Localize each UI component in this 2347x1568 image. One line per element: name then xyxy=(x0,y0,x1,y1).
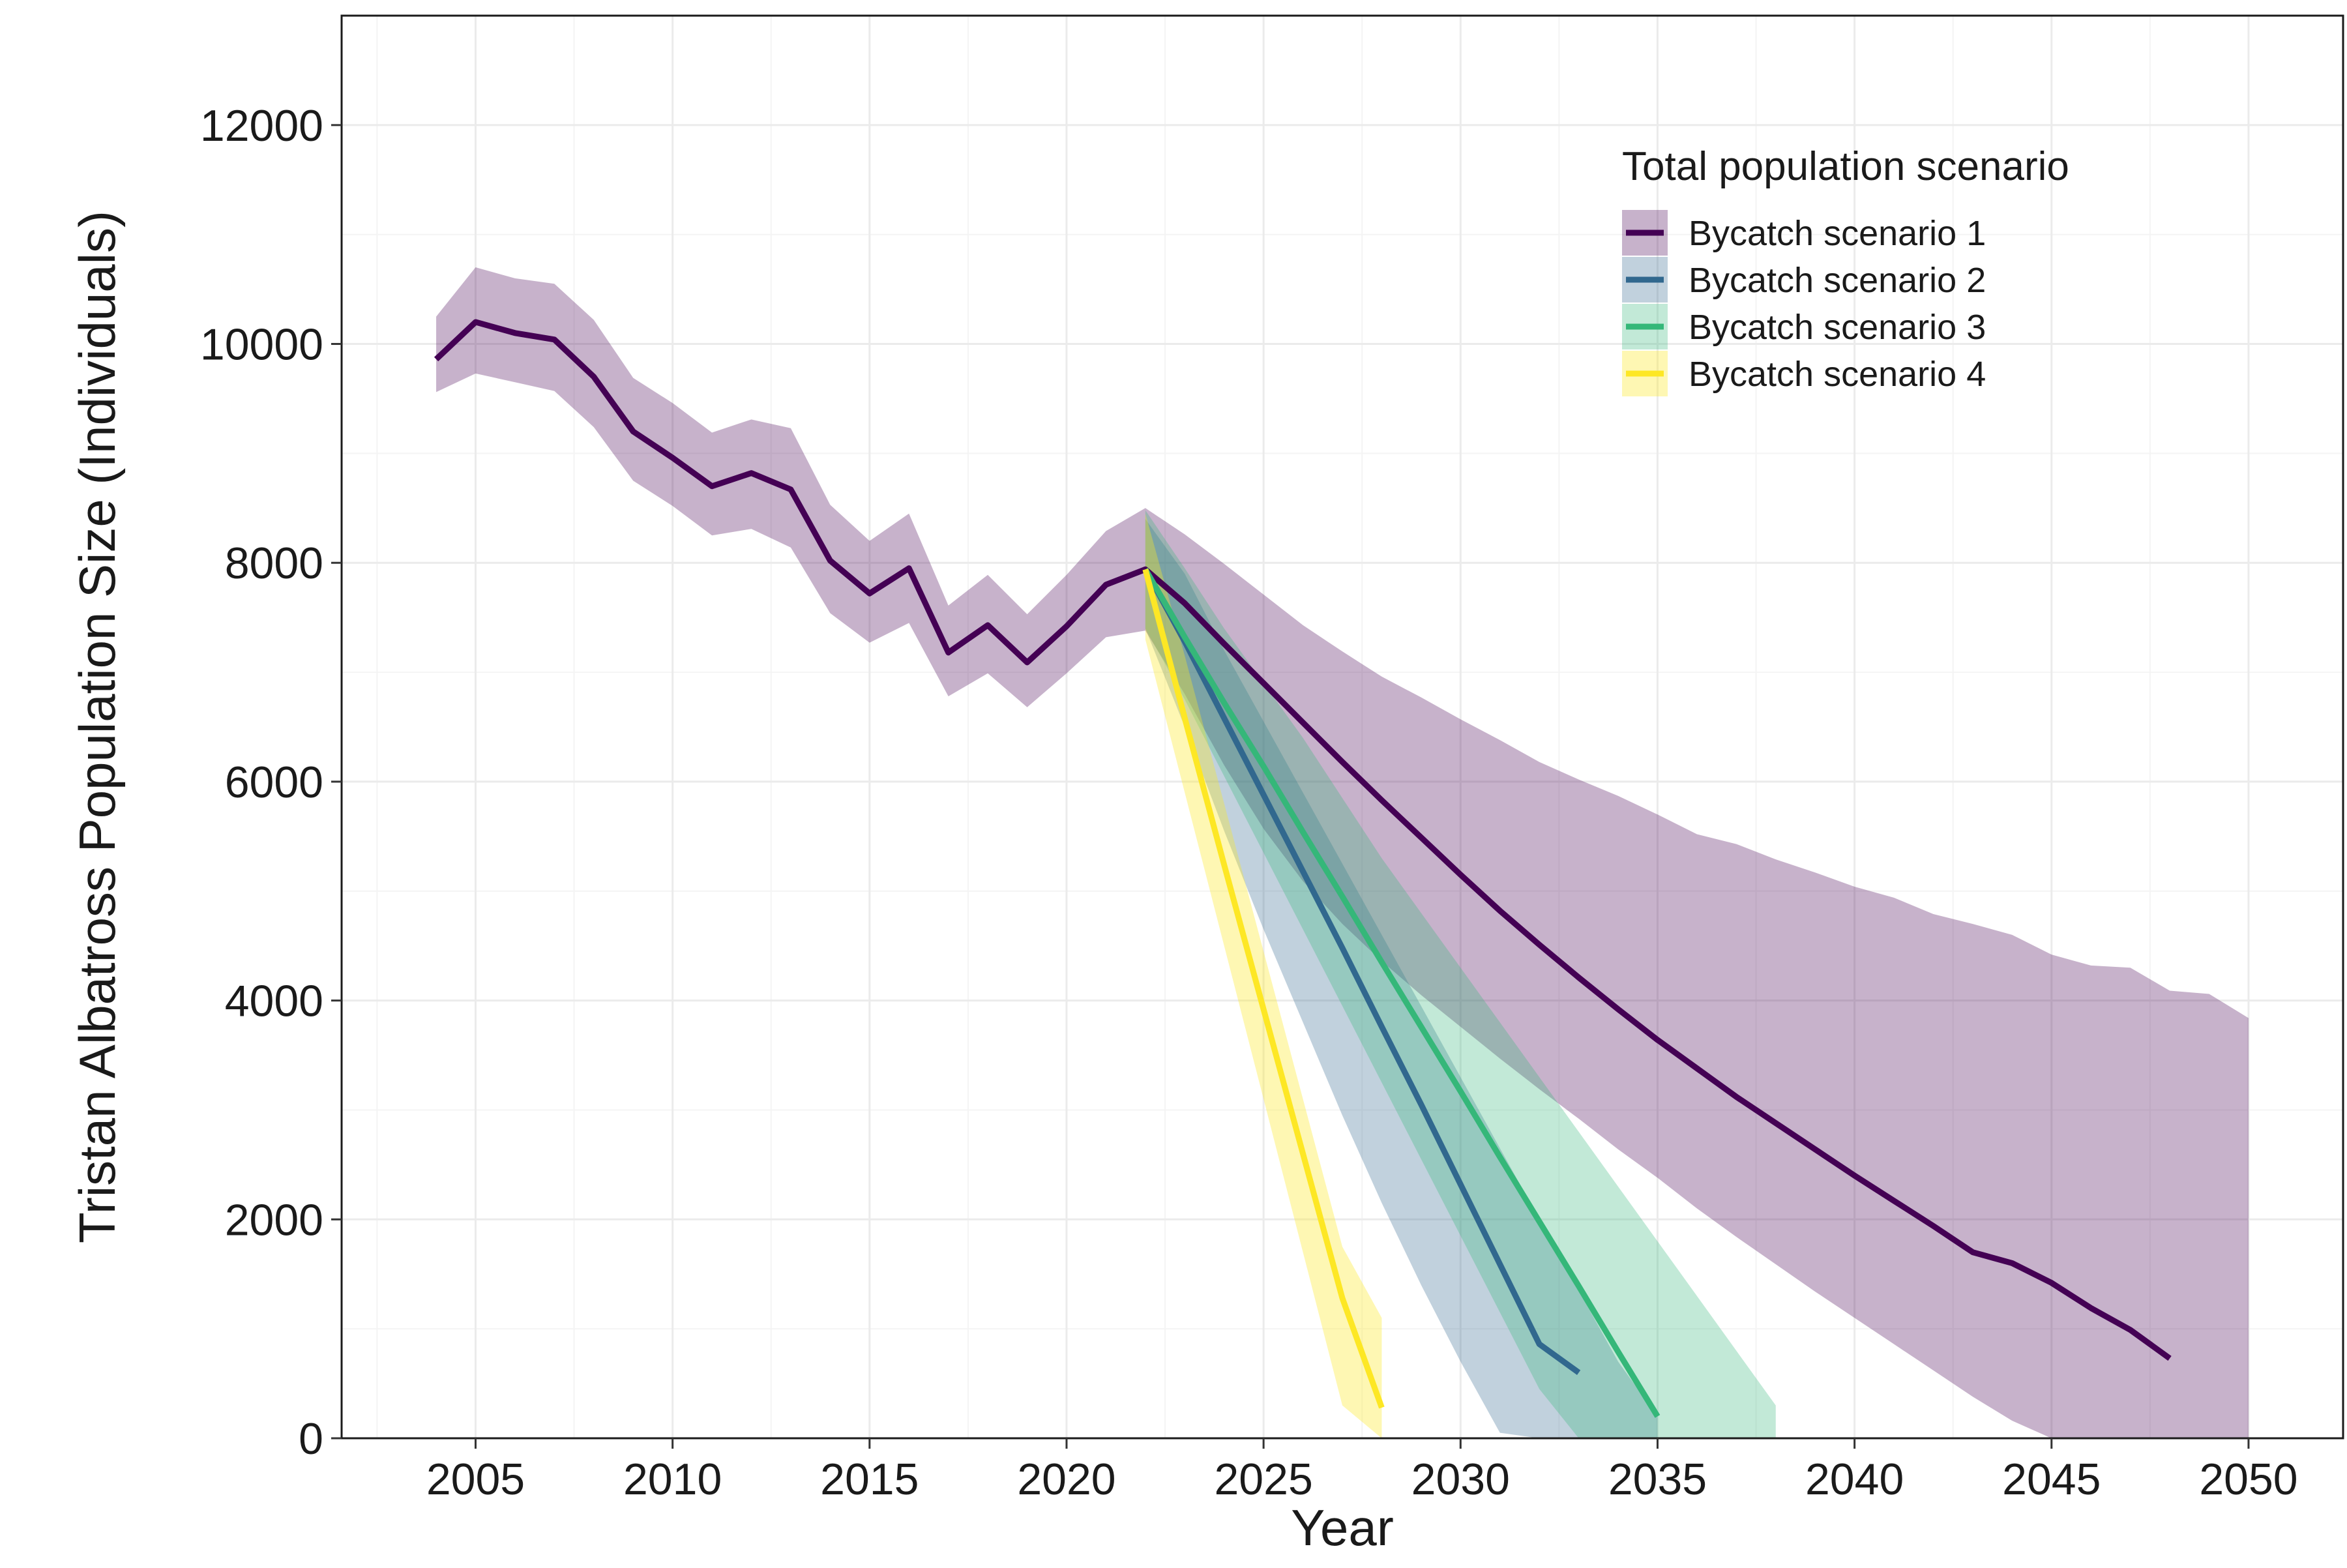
y-tick-label: 4000 xyxy=(225,977,323,1026)
y-tick-label: 2000 xyxy=(225,1195,323,1245)
y-tick-label: 0 xyxy=(299,1414,323,1464)
x-tick-label: 2005 xyxy=(426,1455,525,1504)
confidence-band-scenario-1 xyxy=(436,267,2249,1438)
legend-item: Bycatch scenario 4 xyxy=(1622,351,1986,396)
grid-layer xyxy=(342,16,2343,1440)
legend: Total population scenario Bycatch scenar… xyxy=(1622,144,2069,396)
series-line-layer xyxy=(434,319,2172,1418)
legend-label: Bycatch scenario 3 xyxy=(1689,308,1986,347)
y-tick-label: 8000 xyxy=(225,539,323,588)
legend-label: Bycatch scenario 2 xyxy=(1689,261,1986,300)
x-tick-label: 2015 xyxy=(820,1455,919,1504)
x-tick-label: 2010 xyxy=(623,1455,722,1504)
legend-items: Bycatch scenario 1 Bycatch scenario 2 Byca… xyxy=(1622,210,1986,396)
legend-item: Bycatch scenario 2 xyxy=(1622,257,1986,303)
y-axis-title: Tristan Albatross Population Size (Indiv… xyxy=(68,211,126,1243)
legend-item: Bycatch scenario 3 xyxy=(1622,304,1986,349)
x-tick-label: 2020 xyxy=(1017,1455,1115,1504)
y-tick-label: 12000 xyxy=(200,101,323,151)
legend-label: Bycatch scenario 4 xyxy=(1689,355,1986,394)
x-tick-label: 2035 xyxy=(1608,1455,1707,1504)
confidence-band-scenario-3 xyxy=(1145,510,1776,1439)
legend-label: Bycatch scenario 1 xyxy=(1689,214,1986,253)
legend-title: Total population scenario xyxy=(1622,144,2069,189)
series-line-scenario-1 xyxy=(434,319,2172,1361)
series-line-scenario-4 xyxy=(1142,569,1385,1409)
confidence-band-scenario-4 xyxy=(1145,513,1382,1439)
axis-layer: 2005 2010 2015 2020 2025 2030 2035 2040 2045 2050… xyxy=(200,101,2298,1504)
y-tick-label: 10000 xyxy=(200,320,323,370)
legend-item: Bycatch scenario 1 xyxy=(1622,210,1986,256)
x-axis-title: Year xyxy=(1291,1499,1394,1556)
y-tick-label: 6000 xyxy=(225,758,323,807)
series-line-scenario-3 xyxy=(1142,568,1661,1418)
series-line-scenario-2 xyxy=(1142,568,1581,1375)
x-tick-label: 2045 xyxy=(2002,1455,2101,1504)
x-tick-label: 2030 xyxy=(1411,1455,1510,1504)
x-tick-label: 2025 xyxy=(1214,1455,1312,1504)
x-tick-label: 2040 xyxy=(1805,1455,1904,1504)
plot-panel-border xyxy=(340,14,2344,1440)
x-tick-label: 2050 xyxy=(2199,1455,2297,1504)
